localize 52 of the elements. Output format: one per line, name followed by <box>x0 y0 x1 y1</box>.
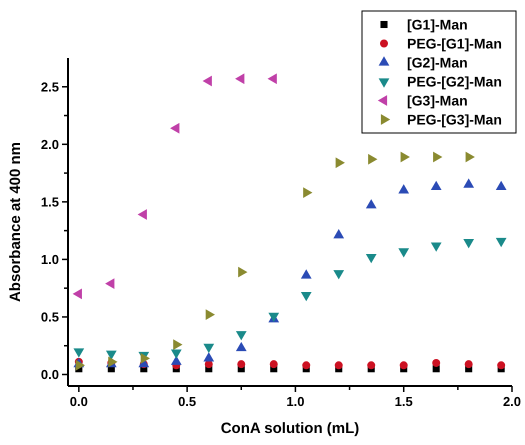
legend-label: [G2]-Man <box>407 54 468 70</box>
y-tick-label: 0.0 <box>40 367 59 382</box>
point <box>400 152 410 162</box>
point <box>72 288 82 300</box>
point <box>400 361 408 370</box>
legend-label: [G1]-Man <box>407 16 468 32</box>
point <box>236 331 247 340</box>
y-tick-label: 0.5 <box>40 309 59 324</box>
point <box>334 361 343 370</box>
legend-label: PEG-[G2]-Man <box>407 73 502 90</box>
point <box>497 361 506 370</box>
x-tick-label: 0.0 <box>70 394 88 409</box>
point <box>433 152 442 162</box>
point <box>333 270 344 280</box>
point <box>463 239 474 248</box>
point <box>170 350 182 359</box>
x-tick-label: 0.5 <box>178 394 196 409</box>
point <box>206 309 215 320</box>
point <box>105 278 114 289</box>
point <box>464 360 473 368</box>
y-axis-title: Absorbance at 400 nm <box>7 142 24 302</box>
point <box>173 339 182 350</box>
point <box>366 254 377 264</box>
point <box>300 292 312 302</box>
y-tick-label: 2.5 <box>40 79 59 94</box>
point <box>303 187 312 198</box>
point <box>106 350 117 360</box>
point <box>496 238 507 248</box>
point <box>270 360 278 368</box>
point <box>203 344 214 354</box>
y-tick-label: 1.5 <box>40 194 59 210</box>
y-tick-label: 2.0 <box>40 136 59 152</box>
x-axis-title: ConA solution (mL) <box>220 420 360 437</box>
point <box>73 348 84 358</box>
point <box>238 266 248 278</box>
point <box>302 361 310 370</box>
legend-label: PEG-[G1]-Man <box>407 35 502 52</box>
point <box>237 360 246 368</box>
point <box>398 248 410 258</box>
legend-label: PEG-[G3]-Man <box>407 111 502 128</box>
point <box>138 209 147 220</box>
x-tick-label: 1.0 <box>286 394 304 409</box>
point <box>466 152 475 162</box>
x-tick-label: 2.0 <box>502 394 522 409</box>
x-tick-label: 1.5 <box>394 394 413 409</box>
y-tick-label: 1.0 <box>40 252 59 267</box>
point <box>367 361 376 370</box>
point <box>430 242 442 252</box>
legend-label: [G3]-Man <box>407 92 468 108</box>
point <box>432 359 440 367</box>
point <box>368 154 378 165</box>
point <box>336 157 345 168</box>
